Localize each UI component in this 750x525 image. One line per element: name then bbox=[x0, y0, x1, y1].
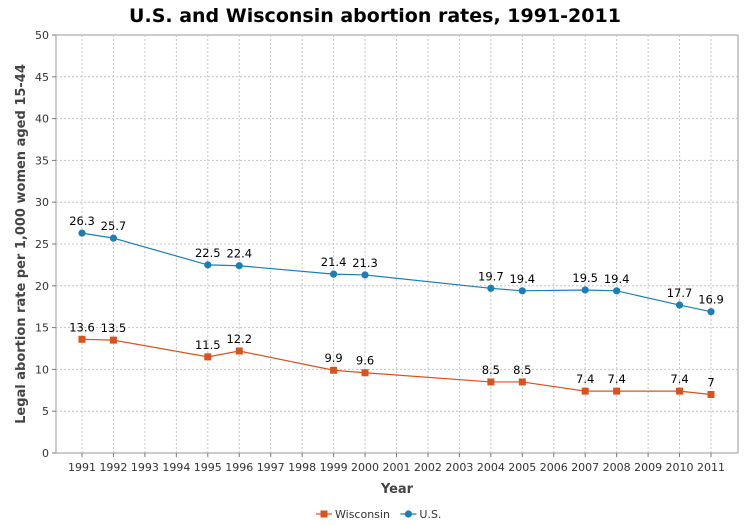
series-line-wisconsin bbox=[81, 338, 712, 396]
data-label-u-s: 21.3 bbox=[352, 256, 378, 270]
data-point-u-s bbox=[613, 287, 621, 295]
data-point-u-s bbox=[330, 270, 338, 278]
data-label-wisconsin: 11.5 bbox=[195, 338, 221, 352]
legend-item-wisconsin: Wisconsin bbox=[316, 508, 390, 521]
data-point-u-s bbox=[487, 284, 495, 292]
data-point-u-s bbox=[707, 308, 715, 316]
data-point-wisconsin bbox=[235, 347, 243, 355]
data-label-wisconsin: 7.4 bbox=[608, 372, 626, 386]
legend-label-wisconsin: Wisconsin bbox=[335, 508, 390, 521]
y-tick-label: 45 bbox=[35, 71, 49, 84]
x-axis-label: Year bbox=[380, 482, 414, 497]
data-label-wisconsin: 13.5 bbox=[101, 321, 127, 335]
x-tick-label: 2010 bbox=[666, 461, 694, 474]
legend-label-u-s: U.S. bbox=[419, 508, 441, 521]
data-point-wisconsin bbox=[78, 335, 86, 343]
legend-marker-u-s bbox=[404, 510, 412, 518]
y-tick-label: 20 bbox=[35, 280, 49, 293]
data-label-wisconsin: 13.6 bbox=[69, 320, 95, 334]
y-tick-label: 5 bbox=[42, 405, 49, 418]
data-label-u-s: 16.9 bbox=[698, 293, 724, 307]
data-label-wisconsin: 8.5 bbox=[482, 363, 500, 377]
x-tick-label: 1991 bbox=[68, 461, 96, 474]
y-tick-label: 50 bbox=[35, 29, 49, 42]
data-label-u-s: 22.5 bbox=[195, 246, 221, 260]
x-tick-label: 1995 bbox=[194, 461, 222, 474]
data-label-u-s: 19.7 bbox=[478, 269, 504, 283]
y-axis: 0 5 10 15 20 25 30 35 40 45 50 bbox=[35, 29, 56, 460]
data-label-wisconsin: 7.4 bbox=[576, 372, 594, 386]
data-label-u-s: 17.7 bbox=[667, 286, 693, 300]
y-tick-label: 40 bbox=[35, 113, 49, 126]
x-tick-label: 1998 bbox=[288, 461, 316, 474]
data-label-wisconsin: 7 bbox=[707, 375, 714, 389]
chart-title: U.S. and Wisconsin abortion rates, 1991-… bbox=[129, 5, 621, 27]
data-label-wisconsin: 9.6 bbox=[356, 354, 374, 368]
y-tick-label: 15 bbox=[35, 322, 49, 335]
y-tick-label: 30 bbox=[35, 196, 49, 209]
legend-marker-wisconsin bbox=[320, 510, 328, 518]
x-tick-label: 2004 bbox=[477, 461, 505, 474]
data-label-u-s: 21.4 bbox=[321, 255, 347, 269]
data-label-u-s: 19.4 bbox=[604, 272, 630, 286]
data-point-u-s bbox=[518, 287, 526, 295]
data-point-u-s bbox=[109, 234, 118, 242]
legend: Wisconsin U.S. bbox=[316, 508, 441, 521]
data-point-wisconsin bbox=[330, 366, 338, 374]
x-tick-label: 2008 bbox=[603, 461, 631, 474]
data-point-u-s bbox=[78, 229, 86, 237]
data-label-u-s: 22.4 bbox=[226, 247, 252, 261]
series-line-u-s bbox=[81, 232, 712, 313]
data-point-u-s bbox=[204, 261, 212, 269]
data-label-u-s: 26.3 bbox=[69, 214, 95, 228]
data-point-wisconsin bbox=[518, 378, 526, 386]
y-tick-label: 0 bbox=[42, 447, 49, 460]
data-label-wisconsin: 12.2 bbox=[226, 332, 252, 346]
x-tick-label: 1992 bbox=[99, 461, 127, 474]
x-tick-label: 1993 bbox=[131, 461, 159, 474]
y-tick-label: 10 bbox=[35, 363, 49, 376]
data-point-wisconsin bbox=[581, 387, 589, 395]
data-point-wisconsin bbox=[204, 353, 212, 361]
x-tick-label: 1994 bbox=[162, 461, 190, 474]
series-wisconsin: 13.6 13.5 11.5 12.2 9.9 9.6 8.5 8.5 7.4 7.4 7.4 7 bbox=[69, 320, 715, 398]
x-tick-label: 2005 bbox=[508, 461, 536, 474]
data-point-wisconsin bbox=[676, 387, 684, 395]
x-tick-label: 2007 bbox=[571, 461, 599, 474]
data-point-wisconsin bbox=[361, 369, 369, 377]
x-tick-label: 1999 bbox=[320, 461, 348, 474]
y-axis-label: Legal abortion rate per 1,000 women aged… bbox=[14, 64, 29, 424]
data-label-u-s: 25.7 bbox=[101, 219, 127, 233]
data-point-wisconsin bbox=[707, 390, 715, 398]
x-tick-label: 2006 bbox=[540, 461, 568, 474]
data-point-u-s bbox=[235, 262, 243, 270]
x-tick-label: 2002 bbox=[414, 461, 442, 474]
x-axis: 1991 1992 1993 1994 1995 1996 1997 1998 1999 2000… bbox=[68, 453, 725, 474]
data-label-wisconsin: 7.4 bbox=[670, 372, 688, 386]
data-label-u-s: 19.4 bbox=[509, 272, 535, 286]
x-tick-label: 2003 bbox=[445, 461, 473, 474]
x-tick-label: 1996 bbox=[225, 461, 253, 474]
data-point-u-s bbox=[675, 301, 684, 309]
data-point-u-s bbox=[581, 286, 589, 294]
legend-item-u-s: U.S. bbox=[400, 508, 441, 521]
data-label-wisconsin: 9.9 bbox=[324, 351, 342, 365]
series-u-s: 26.3 25.7 22.5 22.4 21.4 21.3 19.7 19.4 19.5 19.4… bbox=[69, 214, 724, 316]
series-layer: 13.6 13.5 11.5 12.2 9.9 9.6 8.5 8.5 7.4 7.4 7.4 7 26… bbox=[69, 214, 724, 398]
x-tick-label: 2001 bbox=[383, 461, 411, 474]
data-label-u-s: 19.5 bbox=[572, 271, 598, 285]
data-point-wisconsin bbox=[613, 387, 621, 395]
grid-lines bbox=[56, 35, 738, 453]
x-tick-label: 2009 bbox=[634, 461, 662, 474]
x-tick-label: 2011 bbox=[697, 461, 725, 474]
y-tick-label: 35 bbox=[35, 154, 49, 167]
y-tick-label: 25 bbox=[35, 238, 49, 251]
x-tick-label: 2000 bbox=[351, 461, 379, 474]
data-point-wisconsin bbox=[487, 378, 495, 386]
data-point-wisconsin bbox=[109, 336, 117, 344]
data-label-wisconsin: 8.5 bbox=[513, 363, 531, 377]
data-point-u-s bbox=[361, 271, 369, 279]
x-tick-label: 1997 bbox=[257, 461, 285, 474]
